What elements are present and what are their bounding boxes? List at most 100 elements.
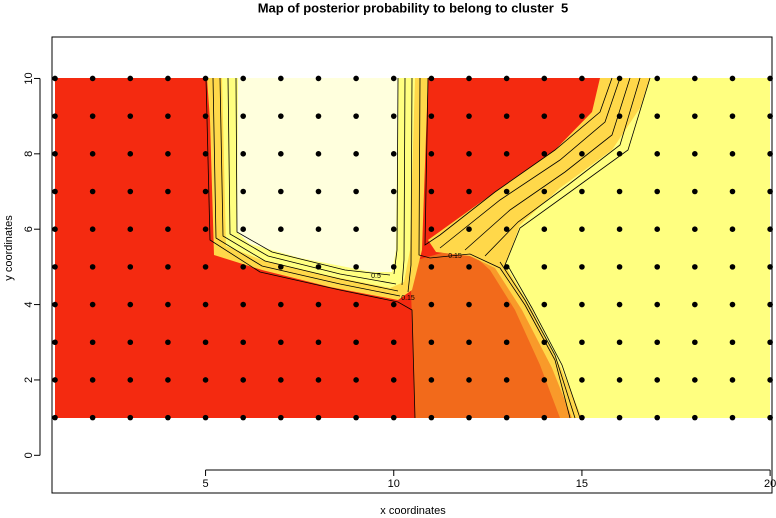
grid-point — [503, 75, 510, 82]
grid-point — [466, 75, 472, 82]
grid-point — [616, 151, 623, 157]
grid-point — [315, 226, 322, 232]
grid-point — [165, 264, 171, 270]
region-cream — [237, 78, 398, 272]
grid-point — [729, 301, 736, 308]
grid-point — [202, 151, 209, 157]
grid-point — [240, 414, 246, 421]
grid-point — [353, 377, 359, 383]
contour-line — [212, 77, 401, 297]
chart-title: Map of posterior probability to belong t… — [258, 0, 569, 15]
grid-point — [52, 151, 58, 157]
grid-point — [541, 188, 548, 195]
grid-point — [165, 151, 171, 157]
grid-point — [729, 75, 736, 82]
grid-point — [579, 414, 585, 421]
grid-point — [165, 113, 171, 119]
grid-point — [428, 264, 435, 270]
grid-point — [353, 264, 359, 270]
grid-point — [503, 188, 510, 195]
x-tick-label: 15 — [576, 478, 588, 490]
contour-label: 0.15 — [448, 253, 462, 260]
grid-point — [202, 75, 209, 82]
region-orange-light — [470, 252, 575, 418]
grid-point — [729, 113, 736, 119]
grid-point — [52, 188, 58, 195]
grid-point — [692, 264, 698, 270]
grid-point — [52, 75, 58, 82]
grid-point — [165, 226, 171, 232]
grid-point — [466, 226, 472, 232]
grid-point — [278, 377, 284, 383]
grid-point — [390, 188, 397, 195]
grid-point — [616, 188, 623, 195]
contour-line — [504, 77, 651, 266]
grid-point — [503, 226, 510, 232]
grid-point — [616, 113, 623, 119]
grid-point — [165, 414, 171, 421]
grid-point — [579, 75, 585, 82]
grid-point — [165, 301, 171, 308]
grid-point — [52, 377, 58, 383]
grid-point — [278, 414, 284, 421]
grid-point — [278, 75, 284, 82]
grid-point — [202, 377, 209, 383]
grid-point — [52, 339, 58, 346]
grid-point — [165, 75, 171, 82]
grid-point — [767, 113, 773, 119]
contour-line — [507, 265, 581, 419]
grid-point — [52, 301, 58, 308]
grid-point — [428, 226, 435, 232]
grid-point — [202, 188, 209, 195]
grid-point — [616, 414, 623, 421]
grid-point — [767, 151, 773, 157]
grid-point — [503, 377, 510, 383]
grid-point — [240, 188, 246, 195]
grid-point — [579, 226, 585, 232]
grid-point — [428, 113, 435, 119]
grid-point — [729, 339, 736, 346]
grid-point — [466, 339, 472, 346]
grid-point — [202, 414, 209, 421]
grid-point — [503, 264, 510, 270]
y-tick-label: 8 — [23, 151, 35, 157]
grid-point — [692, 414, 698, 421]
grid-point — [127, 264, 134, 270]
grid-point — [541, 226, 548, 232]
grid-point — [692, 188, 698, 195]
grid-point — [541, 339, 548, 346]
grid-point — [353, 188, 359, 195]
grid-point — [390, 75, 397, 82]
contour-line — [401, 77, 406, 286]
x-tick-label: 5 — [202, 478, 208, 490]
y-tick-label: 4 — [23, 302, 35, 308]
grid-point — [541, 75, 548, 82]
grid-point — [579, 151, 585, 157]
grid-point — [278, 188, 284, 195]
grid-point — [278, 264, 284, 270]
grid-point — [202, 301, 209, 308]
grid-point — [729, 151, 736, 157]
grid-point — [616, 377, 623, 383]
grid-point — [240, 301, 246, 308]
contour-line — [424, 77, 613, 246]
grid-point — [353, 339, 359, 346]
grid-point — [428, 339, 435, 346]
grid-point — [315, 113, 322, 119]
grid-point — [503, 414, 510, 421]
grid-point — [541, 151, 548, 157]
grid-point — [503, 339, 510, 346]
grid-point — [579, 188, 585, 195]
grid-point — [127, 188, 134, 195]
y-axis-label: y coordinates — [3, 215, 15, 281]
grid-point — [428, 188, 435, 195]
grid-point — [428, 414, 435, 421]
grid-point — [767, 75, 773, 82]
grid-point — [692, 301, 698, 308]
grid-point — [240, 264, 246, 270]
grid-point — [52, 414, 58, 421]
grid-point — [202, 226, 209, 232]
grid-point — [278, 226, 284, 232]
grid-point — [466, 151, 472, 157]
